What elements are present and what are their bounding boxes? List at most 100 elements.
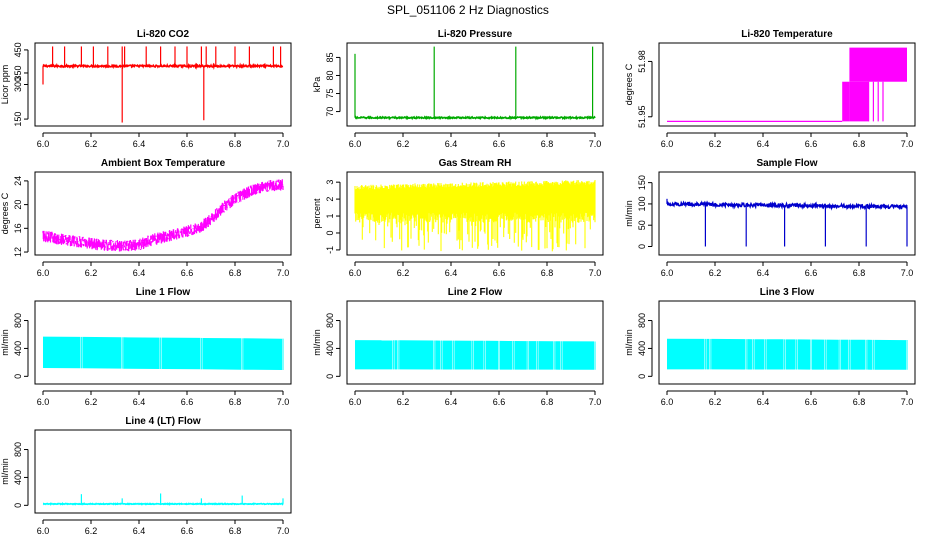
flow-block	[850, 339, 866, 370]
y-axis-label: kPa	[312, 77, 322, 93]
x-tick-label: 6.2	[397, 397, 410, 407]
y-tick-label: 0	[13, 374, 23, 379]
panel-4: Gas Stream RH 6.0 6.2 6.4 6.6 6.8 7.0 -1 0 1 2 3 per…	[312, 158, 604, 278]
y-axis-label: degrees C	[0, 192, 10, 234]
x-axis: 6.0 6.2 6.4 6.6 6.8 7.0	[37, 261, 290, 278]
x-tick-label: 7.0	[277, 139, 290, 149]
x-tick-label: 6.0	[349, 268, 362, 278]
y-tick-label: 75	[325, 89, 335, 99]
x-tick-label: 6.4	[133, 268, 146, 278]
series-line	[354, 115, 596, 121]
panel-3: Ambient Box Temperature 6.0 6.2 6.4 6.6 6.8 7.…	[0, 158, 292, 278]
panel-title: Line 1 Flow	[136, 287, 191, 298]
x-tick-label: 6.4	[133, 397, 146, 407]
plot-area	[42, 179, 284, 252]
y-axis-label: degrees C	[624, 63, 634, 105]
x-axis: 6.0 6.2 6.4 6.6 6.8 7.0	[349, 132, 602, 149]
y-tick-label: 0	[325, 230, 335, 235]
flow-block	[454, 340, 472, 370]
y-tick-label: 400	[325, 341, 335, 356]
x-tick-label: 6.2	[85, 397, 98, 407]
x-tick-label: 6.4	[133, 526, 146, 536]
y-tick-label: 800	[637, 313, 647, 328]
x-tick-label: 6.0	[661, 268, 674, 278]
flow-block	[747, 339, 753, 370]
y-tick-label: 1	[325, 214, 335, 219]
x-tick-label: 6.6	[805, 397, 818, 407]
panel-2: Li-820 Temperature 6.0 6.2 6.4 6.6 6.8 7.0 51.9…	[624, 29, 916, 149]
panel-title: Li-820 Temperature	[741, 29, 833, 40]
flow-block	[754, 339, 765, 370]
x-tick-label: 6.6	[181, 526, 194, 536]
y-tick-label: 20	[13, 200, 23, 210]
x-tick-label: 6.4	[445, 268, 458, 278]
x-tick-label: 6.0	[661, 139, 674, 149]
level-block	[842, 81, 850, 122]
flow-block	[435, 340, 441, 370]
x-axis: 6.0 6.2 6.4 6.6 6.8 7.0	[37, 132, 290, 149]
x-tick-label: 7.0	[277, 268, 290, 278]
series-line	[666, 200, 908, 211]
flow-block	[355, 340, 393, 370]
y-tick-label: 150	[13, 112, 23, 127]
y-tick-label: 51.95	[637, 106, 647, 129]
x-tick-label: 7.0	[901, 268, 914, 278]
x-tick-label: 6.0	[37, 139, 50, 149]
x-tick-label: 6.8	[229, 397, 242, 407]
plot-area	[666, 198, 908, 247]
y-tick-label: 800	[13, 313, 23, 328]
panel-title: Sample Flow	[756, 158, 817, 169]
x-tick-label: 6.4	[133, 139, 146, 149]
plot-frame	[34, 42, 292, 127]
flow-block	[562, 341, 594, 370]
plot-area	[43, 336, 284, 371]
panel-title: Line 3 Flow	[760, 287, 815, 298]
plot-frame	[346, 42, 604, 127]
x-axis: 6.0 6.2 6.4 6.6 6.8 7.0	[661, 132, 914, 149]
plot-frame	[34, 300, 292, 385]
panel-title: Li-820 CO2	[137, 29, 190, 40]
x-tick-label: 6.6	[805, 139, 818, 149]
y-tick-label: -1	[325, 246, 335, 254]
plot-area	[667, 47, 907, 122]
flow-block	[399, 340, 434, 370]
flow-block	[485, 340, 498, 370]
flow-block	[711, 338, 746, 370]
x-tick-label: 6.6	[181, 268, 194, 278]
panel-title: Gas Stream RH	[439, 158, 512, 169]
x-tick-label: 6.2	[85, 139, 98, 149]
x-tick-label: 6.2	[397, 139, 410, 149]
x-axis: 6.0 6.2 6.4 6.6 6.8 7.0	[349, 261, 601, 278]
plot-frame	[346, 300, 604, 385]
panel-9: Line 4 (LT) Flow 6.0 6.2 6.4 6.6 6.8 7.0 0 400 80…	[0, 416, 292, 536]
y-axis-label: Licor ppm	[0, 65, 10, 105]
x-axis: 6.0 6.2 6.4 6.6 6.8 7.0	[37, 519, 289, 536]
x-tick-label: 6.4	[757, 268, 770, 278]
flow-block	[514, 341, 527, 370]
x-axis: 6.0 6.2 6.4 6.6 6.8 7.0	[37, 390, 289, 407]
panel-title: Line 2 Flow	[448, 287, 503, 298]
flow-block	[43, 336, 81, 369]
x-tick-label: 7.0	[589, 139, 602, 149]
flow-block	[867, 339, 873, 370]
flow-block	[706, 338, 710, 370]
x-tick-label: 6.2	[85, 268, 98, 278]
flow-block	[826, 339, 839, 370]
x-tick-label: 6.4	[445, 139, 458, 149]
flow-block	[812, 339, 825, 370]
x-tick-label: 6.6	[493, 397, 506, 407]
x-tick-label: 7.0	[901, 139, 914, 149]
y-tick-label: 80	[325, 70, 335, 80]
y-axis: 70 75 80 85 kPa	[312, 52, 341, 117]
flow-block	[473, 340, 484, 370]
y-tick-label: 2	[325, 197, 335, 202]
x-tick-label: 6.8	[229, 139, 242, 149]
y-tick-label: 800	[13, 442, 23, 457]
x-axis: 6.0 6.2 6.4 6.6 6.8 7.0	[661, 261, 914, 278]
